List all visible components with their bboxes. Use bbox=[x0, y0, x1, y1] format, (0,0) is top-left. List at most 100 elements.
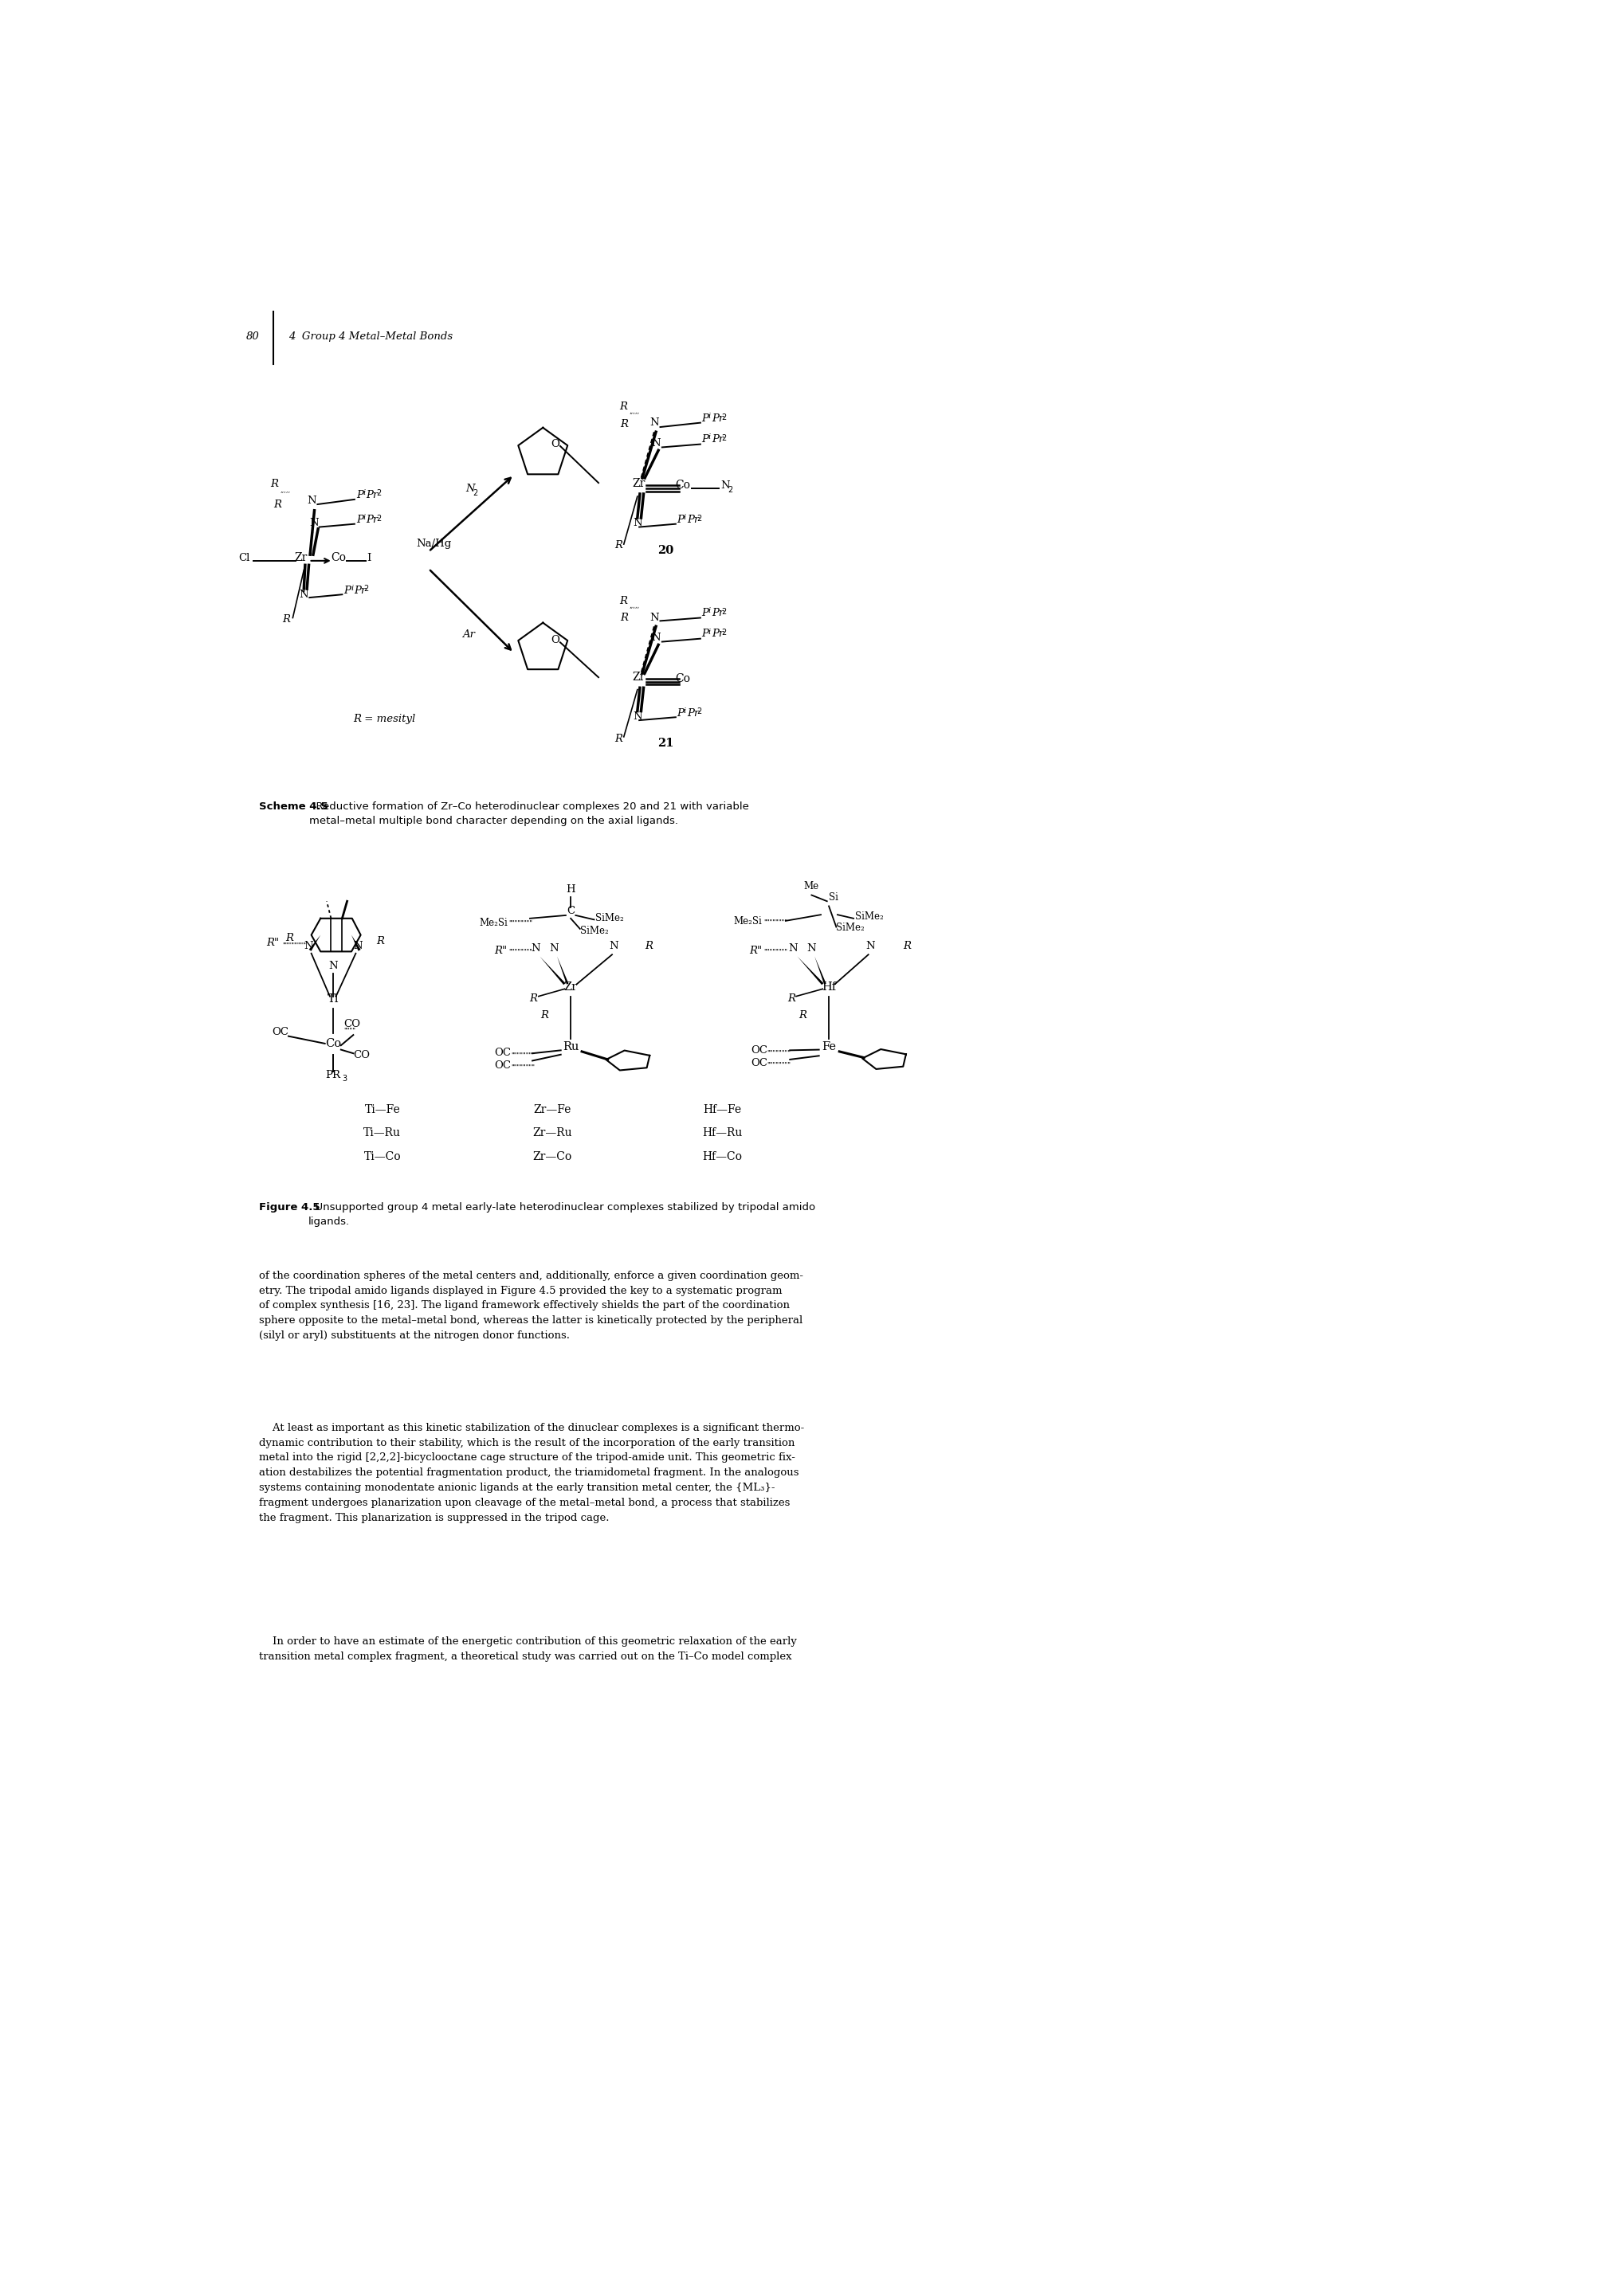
Text: N: N bbox=[304, 941, 312, 951]
Text: P: P bbox=[701, 434, 709, 445]
Text: Fe: Fe bbox=[821, 1040, 836, 1052]
Text: Hf—Fe: Hf—Fe bbox=[703, 1104, 741, 1116]
Text: Pr: Pr bbox=[711, 608, 724, 618]
Text: Zr: Zr bbox=[632, 673, 645, 682]
Text: Me: Me bbox=[804, 882, 820, 891]
Text: """""""": """""""" bbox=[509, 948, 533, 955]
Text: N: N bbox=[632, 712, 642, 721]
Text: P: P bbox=[677, 707, 684, 719]
Text: Hf: Hf bbox=[821, 980, 836, 992]
Text: R: R bbox=[788, 994, 796, 1003]
Text: Scheme 4.5: Scheme 4.5 bbox=[259, 801, 328, 813]
Text: N: N bbox=[652, 439, 661, 448]
Text: N: N bbox=[866, 941, 874, 951]
Text: P: P bbox=[357, 489, 363, 501]
Text: R: R bbox=[274, 501, 282, 510]
Text: """""""": """""""" bbox=[511, 1052, 535, 1058]
Text: P: P bbox=[701, 608, 709, 618]
Text: At least as important as this kinetic stabilization of the dinuclear complexes i: At least as important as this kinetic st… bbox=[259, 1424, 804, 1522]
Text: 2: 2 bbox=[696, 514, 701, 523]
Text: Co: Co bbox=[325, 1038, 341, 1049]
Text: 2: 2 bbox=[727, 487, 733, 494]
Text: N: N bbox=[466, 484, 475, 494]
Text: Si: Si bbox=[829, 893, 839, 902]
Polygon shape bbox=[540, 957, 565, 985]
Text: Cl: Cl bbox=[239, 553, 250, 563]
Text: 2: 2 bbox=[722, 608, 727, 615]
Text: """""""": """""""" bbox=[764, 948, 788, 955]
Text: N: N bbox=[328, 960, 338, 971]
Text: R: R bbox=[799, 1010, 807, 1019]
Polygon shape bbox=[797, 957, 823, 985]
Text: """""""": """""""" bbox=[767, 1049, 791, 1056]
Text: Na/Hg: Na/Hg bbox=[416, 540, 451, 549]
Text: Ti—Fe: Ti—Fe bbox=[365, 1104, 400, 1116]
Text: 3: 3 bbox=[343, 1075, 347, 1081]
Text: Pr: Pr bbox=[354, 585, 367, 595]
Text: P: P bbox=[701, 413, 709, 425]
Text: Pr: Pr bbox=[367, 514, 378, 526]
Text: Zr—Ru: Zr—Ru bbox=[533, 1127, 572, 1139]
Text: N: N bbox=[299, 590, 309, 599]
Text: i: i bbox=[708, 434, 711, 441]
Text: 20: 20 bbox=[656, 544, 674, 556]
Text: Pr: Pr bbox=[711, 629, 724, 638]
Text: N: N bbox=[652, 631, 661, 643]
Text: P: P bbox=[357, 514, 363, 526]
Text: P: P bbox=[701, 629, 709, 638]
Text: i: i bbox=[708, 413, 711, 420]
Text: N: N bbox=[352, 941, 362, 951]
Text: Ti—Co: Ti—Co bbox=[363, 1150, 400, 1162]
Text: R: R bbox=[541, 1010, 549, 1019]
Text: I: I bbox=[367, 553, 371, 563]
Text: In order to have an estimate of the energetic contribution of this geometric rel: In order to have an estimate of the ener… bbox=[259, 1637, 797, 1662]
Text: SiMe₂: SiMe₂ bbox=[580, 925, 608, 937]
Text: 2: 2 bbox=[376, 514, 381, 523]
Text: i: i bbox=[351, 585, 354, 592]
Text: 4  Group 4 Metal–Metal Bonds: 4 Group 4 Metal–Metal Bonds bbox=[288, 331, 453, 342]
Text: CO: CO bbox=[354, 1049, 370, 1061]
Text: """""""": """""""" bbox=[282, 941, 306, 951]
Text: ,,,,,: ,,,,, bbox=[280, 487, 291, 494]
Text: Me₂Si: Me₂Si bbox=[479, 918, 508, 928]
Text: R: R bbox=[615, 735, 623, 744]
Text: R = mesityl: R = mesityl bbox=[354, 714, 416, 726]
Text: N: N bbox=[307, 496, 315, 505]
Polygon shape bbox=[309, 934, 320, 951]
Text: N: N bbox=[549, 944, 559, 953]
Text: P: P bbox=[677, 514, 684, 526]
Text: R: R bbox=[645, 941, 653, 951]
Text: 21: 21 bbox=[656, 737, 674, 748]
Text: N: N bbox=[650, 613, 658, 622]
Text: R: R bbox=[621, 613, 629, 622]
Text: Pr: Pr bbox=[367, 489, 378, 501]
Text: OC: OC bbox=[272, 1026, 288, 1038]
Text: N: N bbox=[720, 480, 730, 491]
Text: R": R" bbox=[749, 946, 762, 955]
Text: N: N bbox=[610, 941, 618, 951]
Text: OC: OC bbox=[751, 1058, 767, 1068]
Text: """""""": """""""" bbox=[511, 1065, 535, 1072]
Text: R: R bbox=[621, 420, 629, 429]
Text: N: N bbox=[532, 944, 540, 953]
Text: R: R bbox=[285, 932, 293, 944]
Text: 2: 2 bbox=[722, 413, 727, 420]
Text: """": """" bbox=[344, 1029, 355, 1035]
Text: 2: 2 bbox=[376, 489, 381, 498]
Text: 2: 2 bbox=[363, 585, 368, 592]
Text: Zr—Co: Zr—Co bbox=[533, 1150, 572, 1162]
Text: N: N bbox=[632, 519, 642, 528]
Text: 80: 80 bbox=[247, 331, 259, 342]
Text: i: i bbox=[684, 514, 687, 521]
Text: N: N bbox=[309, 519, 319, 528]
Text: Hf—Ru: Hf—Ru bbox=[701, 1127, 743, 1139]
Text: CO: CO bbox=[343, 1019, 360, 1029]
Text: Pr: Pr bbox=[687, 707, 700, 719]
Text: R: R bbox=[903, 941, 911, 951]
Text: Reductive formation of Zr–Co heterodinuclear complexes 20 and 21 with variable
m: Reductive formation of Zr–Co heterodinuc… bbox=[309, 801, 749, 827]
Text: R: R bbox=[530, 994, 538, 1003]
Text: Zr: Zr bbox=[564, 980, 578, 992]
Text: N: N bbox=[788, 944, 797, 953]
Text: R: R bbox=[271, 480, 279, 489]
Text: SiMe₂: SiMe₂ bbox=[596, 914, 624, 923]
